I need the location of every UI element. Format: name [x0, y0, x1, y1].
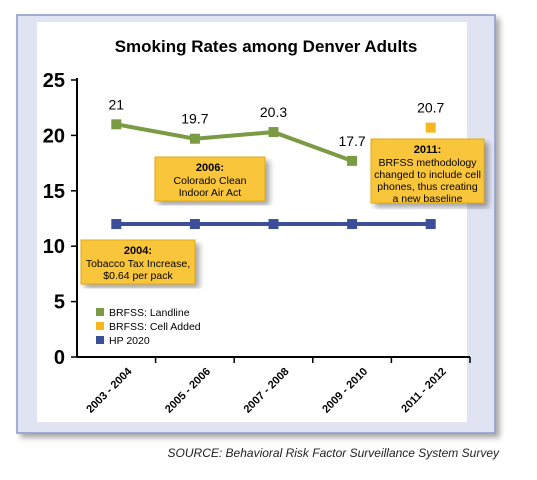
legend-swatch [96, 308, 104, 316]
y-tick-label: 5 [54, 292, 65, 314]
data-point [189, 133, 200, 144]
data-label: 19.7 [181, 111, 208, 127]
legend-item: BRFSS: Landline [96, 307, 190, 319]
callout-text: Indoor Air Act [179, 187, 242, 199]
callout-title: 2011: [414, 144, 442, 156]
data-point [111, 219, 122, 230]
data-label: 17.7 [338, 133, 365, 149]
callout-text: $0.64 per pack [103, 270, 173, 282]
callout-title: 2004: [124, 245, 152, 257]
data-point [347, 155, 358, 166]
y-tick-label: 0 [54, 347, 65, 369]
y-tick-label: 25 [43, 70, 65, 92]
series-line [115, 122, 353, 163]
callout-text: BRFSS methodology [378, 157, 477, 169]
legend-item: BRFSS: Cell Added [96, 321, 201, 333]
data-point [268, 127, 279, 138]
series-hp-2020 [111, 219, 436, 230]
callout-title: 2006: [196, 162, 224, 174]
legend-item: HP 2020 [96, 335, 150, 347]
legend-label: HP 2020 [109, 335, 150, 347]
legend-label: BRFSS: Landline [109, 307, 190, 319]
y-tick-label: 20 [43, 125, 65, 147]
chart-title: Smoking Rates among Denver Adults [115, 37, 418, 56]
data-point [111, 119, 122, 130]
callout-box [370, 138, 485, 204]
data-point [189, 219, 200, 230]
legend-label: BRFSS: Cell Added [109, 321, 201, 333]
y-tick-label: 15 [43, 181, 65, 203]
data-label: 20.7 [417, 100, 444, 116]
callout-2004: 2004:Tobacco Tax Increase,$0.64 per pack [80, 239, 196, 285]
data-point [268, 219, 279, 230]
plot-area [37, 22, 467, 422]
series-layer: 21 19.7 20.3 17.7 20.7 [109, 96, 445, 230]
callout-text: phones, thus creating [377, 181, 478, 193]
series-brfss-cell-added: 20.7 [417, 100, 445, 133]
callout-box [154, 156, 266, 202]
data-label: 21 [109, 96, 125, 112]
data-point [425, 219, 436, 230]
callout-text: Colorado Clean [174, 175, 247, 187]
y-tick-label: 10 [43, 236, 65, 258]
callout-text: changed to include cell [374, 169, 481, 181]
source-note: SOURCE: Behavioral Risk Factor Surveilla… [168, 446, 500, 460]
series-brfss-landline: 21 19.7 20.3 17.7 [109, 96, 366, 166]
data-label: 20.3 [260, 104, 287, 120]
legend-swatch [96, 322, 104, 330]
callout-text: a new baseline [392, 193, 462, 205]
callout-box [80, 239, 196, 285]
legend: BRFSS: Landline BRFSS: Cell Added HP 2020 [96, 307, 201, 347]
legend-swatch [96, 336, 104, 344]
callout-text: Tobacco Tax Increase, [86, 258, 190, 270]
data-point [347, 219, 358, 230]
data-point [425, 122, 436, 133]
